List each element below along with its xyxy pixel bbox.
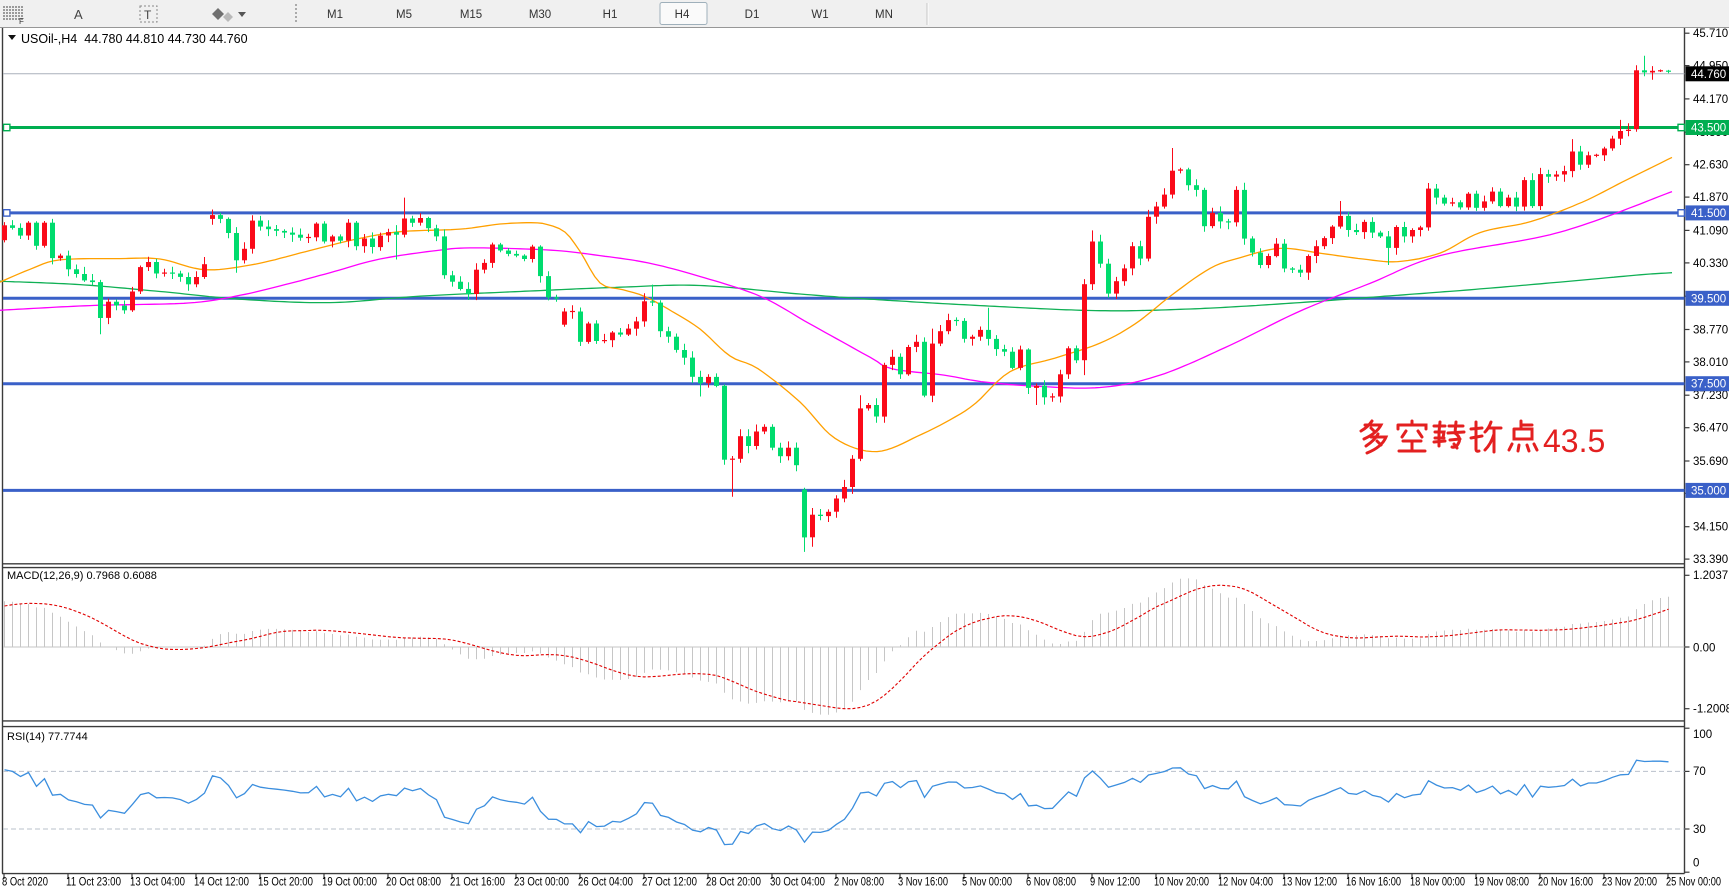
svg-text:26 Oct 04:00: 26 Oct 04:00 bbox=[578, 877, 633, 888]
svg-text:0.00: 0.00 bbox=[1693, 643, 1715, 655]
svg-text:2 Nov 08:00: 2 Nov 08:00 bbox=[834, 877, 884, 888]
svg-text:9 Nov 12:00: 9 Nov 12:00 bbox=[1090, 877, 1140, 888]
svg-text:H1: H1 bbox=[603, 9, 618, 21]
svg-text:M1: M1 bbox=[327, 9, 343, 21]
svg-text:1.2037: 1.2037 bbox=[1693, 570, 1728, 582]
svg-text:MACD(12,26,9) 0.7968 0.6088: MACD(12,26,9) 0.7968 0.6088 bbox=[7, 570, 157, 582]
svg-text:38.010: 38.010 bbox=[1693, 357, 1728, 369]
svg-text:43.5: 43.5 bbox=[1543, 423, 1605, 459]
svg-text:A: A bbox=[74, 7, 83, 22]
svg-text:USOil-,H4 44.780 44.810 44.73: USOil-,H4 44.780 44.810 44.730 44.760 bbox=[21, 32, 248, 46]
svg-text:18 Nov 00:00: 18 Nov 00:00 bbox=[1410, 877, 1465, 888]
svg-text:8 Oct 2020: 8 Oct 2020 bbox=[2, 877, 48, 888]
svg-text:44.760: 44.760 bbox=[1691, 69, 1726, 81]
svg-text:33.390: 33.390 bbox=[1693, 554, 1728, 566]
svg-text:21 Oct 16:00: 21 Oct 16:00 bbox=[450, 877, 505, 888]
svg-text:36.470: 36.470 bbox=[1693, 423, 1728, 435]
svg-text:42.630: 42.630 bbox=[1693, 160, 1728, 172]
svg-text:41.500: 41.500 bbox=[1691, 208, 1726, 220]
svg-text:16 Nov 16:00: 16 Nov 16:00 bbox=[1346, 877, 1401, 888]
svg-text:-1.2008: -1.2008 bbox=[1693, 704, 1729, 716]
svg-text:45.710: 45.710 bbox=[1693, 28, 1728, 40]
svg-text:30 Oct 04:00: 30 Oct 04:00 bbox=[770, 877, 825, 888]
svg-text:13 Nov 12:00: 13 Nov 12:00 bbox=[1282, 877, 1337, 888]
svg-text:34.150: 34.150 bbox=[1693, 522, 1728, 534]
svg-text:3 Nov 16:00: 3 Nov 16:00 bbox=[898, 877, 948, 888]
svg-text:20 Oct 08:00: 20 Oct 08:00 bbox=[386, 877, 441, 888]
svg-text:35.690: 35.690 bbox=[1693, 456, 1728, 468]
svg-text:41.090: 41.090 bbox=[1693, 225, 1728, 237]
svg-text:35.000: 35.000 bbox=[1691, 485, 1726, 497]
svg-text:T: T bbox=[144, 8, 152, 22]
svg-text:5 Nov 00:00: 5 Nov 00:00 bbox=[962, 877, 1012, 888]
svg-text:14 Oct 12:00: 14 Oct 12:00 bbox=[194, 877, 249, 888]
svg-text:38.770: 38.770 bbox=[1693, 325, 1728, 337]
svg-text:6 Nov 08:00: 6 Nov 08:00 bbox=[1026, 877, 1076, 888]
svg-text:M30: M30 bbox=[529, 9, 551, 21]
svg-text:19 Nov 08:00: 19 Nov 08:00 bbox=[1474, 877, 1529, 888]
svg-text:15 Oct 20:00: 15 Oct 20:00 bbox=[258, 877, 313, 888]
svg-text:28 Oct 20:00: 28 Oct 20:00 bbox=[706, 877, 761, 888]
svg-text:11 Oct 23:00: 11 Oct 23:00 bbox=[66, 877, 121, 888]
svg-text:19 Oct 00:00: 19 Oct 00:00 bbox=[322, 877, 377, 888]
svg-text:M15: M15 bbox=[460, 9, 482, 21]
svg-text:W1: W1 bbox=[811, 9, 828, 21]
svg-text:37.500: 37.500 bbox=[1691, 379, 1726, 391]
svg-text:10 Nov 20:00: 10 Nov 20:00 bbox=[1154, 877, 1209, 888]
svg-text:20 Nov 16:00: 20 Nov 16:00 bbox=[1538, 877, 1593, 888]
svg-text:30: 30 bbox=[1693, 824, 1706, 836]
svg-text:RSI(14) 77.7744: RSI(14) 77.7744 bbox=[7, 731, 88, 743]
svg-text:M5: M5 bbox=[396, 9, 412, 21]
svg-text:44.170: 44.170 bbox=[1693, 94, 1728, 106]
svg-text:40.330: 40.330 bbox=[1693, 258, 1728, 270]
svg-text:23 Nov 20:00: 23 Nov 20:00 bbox=[1602, 877, 1657, 888]
svg-text:0: 0 bbox=[1693, 858, 1699, 870]
svg-text:41.870: 41.870 bbox=[1693, 192, 1728, 204]
svg-text:MN: MN bbox=[875, 9, 893, 21]
svg-text:13 Oct 04:00: 13 Oct 04:00 bbox=[130, 877, 185, 888]
svg-text:12 Nov 04:00: 12 Nov 04:00 bbox=[1218, 877, 1273, 888]
svg-text:25 Nov 00:00: 25 Nov 00:00 bbox=[1666, 877, 1721, 888]
svg-text:H4: H4 bbox=[675, 9, 690, 21]
svg-text:23 Oct 00:00: 23 Oct 00:00 bbox=[514, 877, 569, 888]
svg-text:F: F bbox=[19, 17, 24, 26]
svg-text:D1: D1 bbox=[745, 9, 760, 21]
svg-text:43.500: 43.500 bbox=[1691, 123, 1726, 135]
svg-text:70: 70 bbox=[1693, 766, 1706, 778]
svg-text:27 Oct 12:00: 27 Oct 12:00 bbox=[642, 877, 697, 888]
svg-text:39.500: 39.500 bbox=[1691, 293, 1726, 305]
svg-text:37.230: 37.230 bbox=[1693, 390, 1728, 402]
svg-text:100: 100 bbox=[1693, 729, 1712, 741]
